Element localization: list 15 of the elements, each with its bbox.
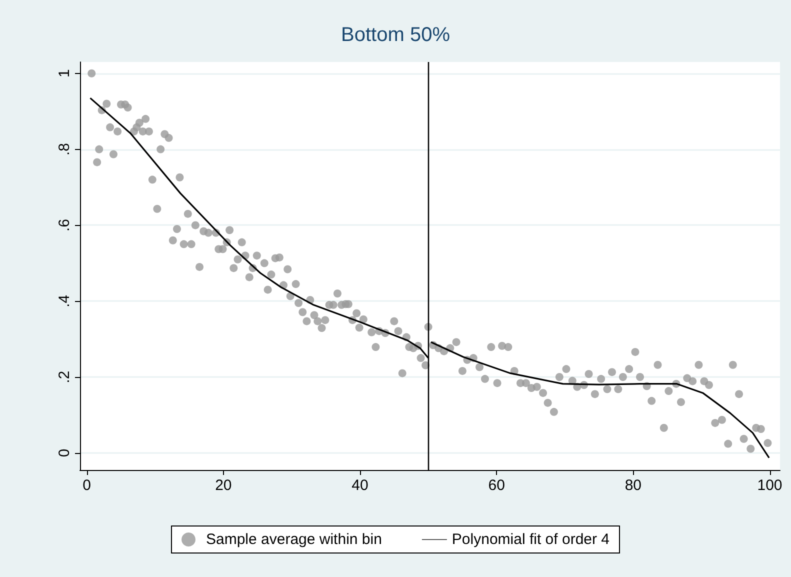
y-tick-label: .8 <box>56 143 73 156</box>
y-tick-label: .4 <box>56 294 73 308</box>
y-tick-label: .2 <box>56 370 73 384</box>
legend-label: Polynomial fit of order 4 <box>452 531 610 548</box>
x-tick-label: 20 <box>215 477 232 494</box>
y-tick-label: 1 <box>56 69 73 78</box>
x-tick-label: 0 <box>82 477 91 494</box>
x-tick-label: 60 <box>488 477 505 494</box>
y-tick-label: 0 <box>56 448 73 458</box>
y-tick-label: .6 <box>56 218 73 232</box>
x-tick-label: 80 <box>624 477 642 494</box>
x-tick-label: 40 <box>352 477 368 494</box>
legend-label: Sample average within bin <box>206 531 382 548</box>
x-tick-label: 100 <box>757 477 782 494</box>
chart-title: Bottom 50% <box>341 24 450 46</box>
